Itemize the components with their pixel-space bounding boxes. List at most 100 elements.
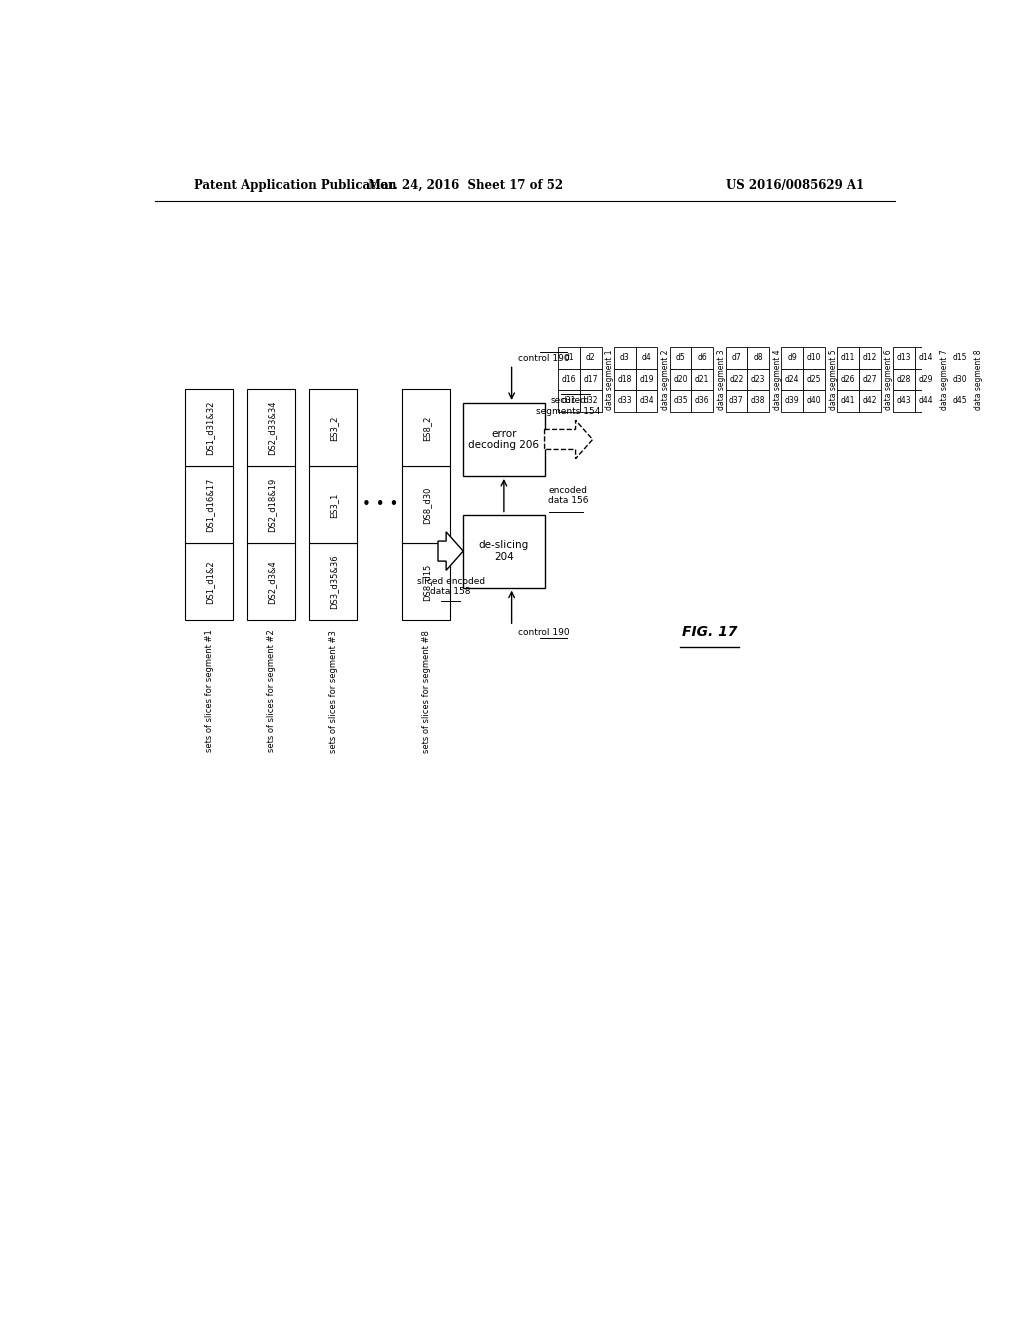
FancyBboxPatch shape <box>859 347 881 368</box>
Text: d36: d36 <box>695 396 710 405</box>
Text: d42: d42 <box>862 396 877 405</box>
FancyBboxPatch shape <box>859 368 881 391</box>
FancyBboxPatch shape <box>463 403 545 477</box>
Text: data segment 2: data segment 2 <box>662 350 670 409</box>
Text: control 190: control 190 <box>518 628 569 636</box>
Text: sliced encoded
data 158: sliced encoded data 158 <box>417 577 484 595</box>
FancyBboxPatch shape <box>670 347 691 368</box>
Text: ES3_2: ES3_2 <box>329 416 338 441</box>
Text: d13: d13 <box>897 354 911 362</box>
Text: DS8_d15: DS8_d15 <box>422 564 431 601</box>
FancyBboxPatch shape <box>402 544 451 620</box>
FancyBboxPatch shape <box>580 391 601 412</box>
Text: sets of slices for segment #8: sets of slices for segment #8 <box>422 630 431 752</box>
FancyBboxPatch shape <box>614 347 636 368</box>
Text: data segment 3: data segment 3 <box>717 348 726 409</box>
Text: • • •: • • • <box>361 498 398 512</box>
Text: d5: d5 <box>676 354 685 362</box>
Text: d1: d1 <box>564 354 573 362</box>
FancyBboxPatch shape <box>185 544 233 620</box>
Text: d34: d34 <box>639 396 653 405</box>
FancyBboxPatch shape <box>558 347 580 368</box>
FancyBboxPatch shape <box>914 347 936 368</box>
Text: d43: d43 <box>896 396 911 405</box>
FancyBboxPatch shape <box>670 391 691 412</box>
FancyBboxPatch shape <box>781 347 803 368</box>
Text: d2: d2 <box>586 354 596 362</box>
FancyBboxPatch shape <box>558 391 580 412</box>
Text: DS8_d30: DS8_d30 <box>422 486 431 524</box>
FancyBboxPatch shape <box>748 368 769 391</box>
FancyBboxPatch shape <box>893 368 914 391</box>
FancyBboxPatch shape <box>691 347 713 368</box>
Text: d21: d21 <box>695 375 710 384</box>
Text: d8: d8 <box>754 354 763 362</box>
Text: DS1_d16&17: DS1_d16&17 <box>205 478 214 532</box>
Text: d7: d7 <box>731 354 741 362</box>
FancyBboxPatch shape <box>636 347 657 368</box>
Text: data segment 8: data segment 8 <box>974 350 983 409</box>
Text: d44: d44 <box>919 396 933 405</box>
FancyBboxPatch shape <box>691 368 713 391</box>
Text: d6: d6 <box>697 354 708 362</box>
Text: data segment 6: data segment 6 <box>885 348 893 409</box>
FancyBboxPatch shape <box>726 347 748 368</box>
Polygon shape <box>545 420 593 459</box>
FancyBboxPatch shape <box>309 466 357 544</box>
FancyBboxPatch shape <box>580 368 601 391</box>
Text: d18: d18 <box>617 375 632 384</box>
Text: d39: d39 <box>784 396 800 405</box>
Text: d23: d23 <box>751 375 765 384</box>
FancyBboxPatch shape <box>914 391 936 412</box>
Text: d25: d25 <box>807 375 821 384</box>
Text: d38: d38 <box>751 396 765 405</box>
FancyBboxPatch shape <box>636 368 657 391</box>
FancyBboxPatch shape <box>726 368 748 391</box>
Text: d4: d4 <box>642 354 651 362</box>
Text: d24: d24 <box>785 375 800 384</box>
FancyBboxPatch shape <box>402 466 451 544</box>
Text: DS2_d33&34: DS2_d33&34 <box>267 401 275 455</box>
Text: d17: d17 <box>584 375 598 384</box>
Text: de-slicing
204: de-slicing 204 <box>479 540 529 562</box>
Text: d3: d3 <box>620 354 630 362</box>
Text: data segment 7: data segment 7 <box>940 348 949 409</box>
Text: sets of slices for segment #1: sets of slices for segment #1 <box>205 630 214 752</box>
FancyBboxPatch shape <box>248 544 295 620</box>
Text: d35: d35 <box>673 396 688 405</box>
Text: d45: d45 <box>952 396 967 405</box>
Text: control 190: control 190 <box>518 354 569 363</box>
FancyBboxPatch shape <box>309 389 357 466</box>
Text: d31: d31 <box>562 396 577 405</box>
Text: d29: d29 <box>919 375 933 384</box>
Text: data segment 5: data segment 5 <box>828 348 838 409</box>
FancyBboxPatch shape <box>614 368 636 391</box>
FancyBboxPatch shape <box>185 466 233 544</box>
FancyBboxPatch shape <box>781 368 803 391</box>
Text: d30: d30 <box>952 375 967 384</box>
FancyBboxPatch shape <box>691 391 713 412</box>
FancyBboxPatch shape <box>402 389 451 466</box>
Text: d40: d40 <box>807 396 821 405</box>
Text: DS3_d35&36: DS3_d35&36 <box>329 554 338 610</box>
FancyBboxPatch shape <box>948 368 971 391</box>
Text: d32: d32 <box>584 396 598 405</box>
Text: secured
segments 154: secured segments 154 <box>537 396 601 416</box>
FancyBboxPatch shape <box>838 391 859 412</box>
FancyBboxPatch shape <box>558 368 580 391</box>
Text: d20: d20 <box>674 375 688 384</box>
FancyBboxPatch shape <box>463 515 545 587</box>
Text: d26: d26 <box>841 375 855 384</box>
FancyBboxPatch shape <box>670 368 691 391</box>
Text: DS1_d31&32: DS1_d31&32 <box>205 401 214 455</box>
Text: FIG. 17: FIG. 17 <box>682 624 737 639</box>
FancyBboxPatch shape <box>948 391 971 412</box>
Text: d19: d19 <box>639 375 653 384</box>
Text: encoded
data 156: encoded data 156 <box>549 486 589 506</box>
Text: d12: d12 <box>862 354 877 362</box>
Polygon shape <box>438 532 463 570</box>
Text: d28: d28 <box>897 375 911 384</box>
FancyBboxPatch shape <box>185 389 233 466</box>
FancyBboxPatch shape <box>580 347 601 368</box>
Text: d33: d33 <box>617 396 632 405</box>
